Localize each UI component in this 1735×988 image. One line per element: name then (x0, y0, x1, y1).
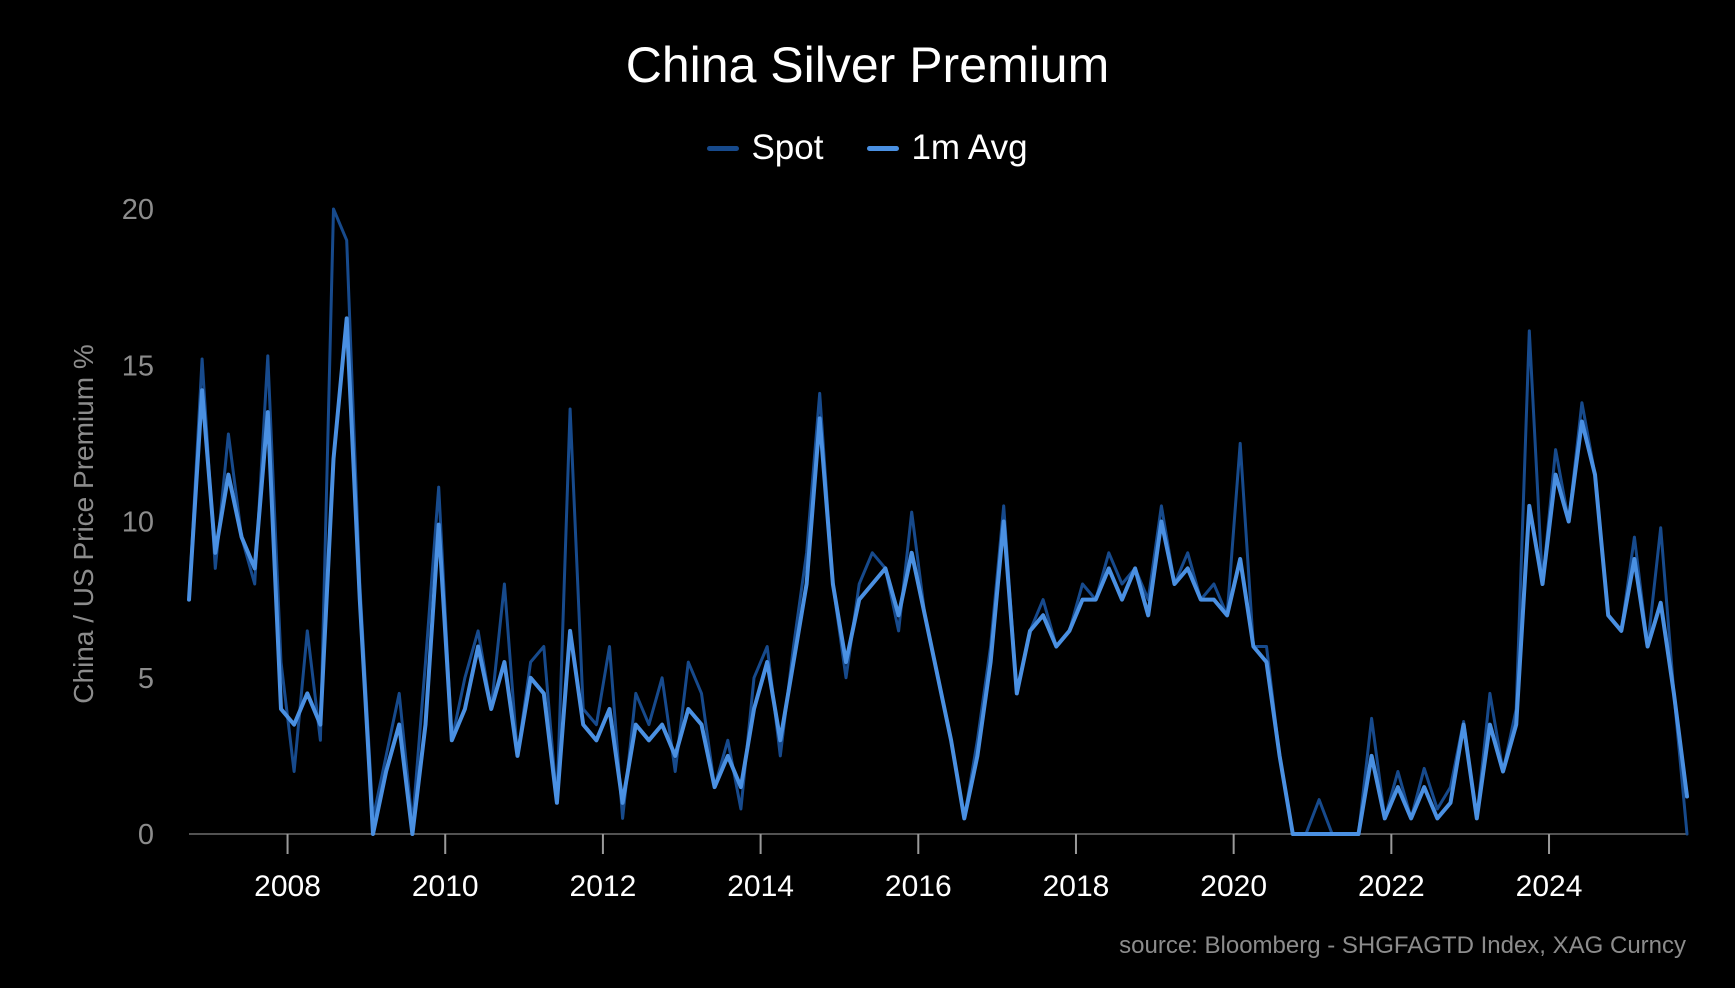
series-line-1m-avg (187, 316, 1689, 836)
legend-item-spot[interactable]: Spot (707, 128, 823, 168)
source-note: source: Bloomberg - SHGFAGTD Index, XAG … (1119, 932, 1686, 959)
legend-swatch-spot (707, 145, 740, 151)
x-tick-label: 2012 (570, 870, 637, 903)
chart-title: China Silver Premium (625, 37, 1110, 93)
x-tick-label: 2022 (1358, 870, 1425, 903)
y-tick-label: 0 (138, 819, 154, 851)
y-tick-label: 5 (138, 663, 154, 695)
y-tick-label: 20 (122, 194, 154, 226)
y-axis-label: China / US Price Premium % (68, 344, 99, 704)
x-tick-label: 2018 (1043, 870, 1110, 903)
legend-item-1m-avg[interactable]: 1m Avg (867, 128, 1028, 168)
x-tick-label: 2016 (885, 870, 952, 903)
legend: Spot 1m Avg (0, 128, 1735, 168)
x-tick-label: 2020 (1200, 870, 1267, 903)
legend-label-1m-avg: 1m Avg (911, 128, 1028, 167)
legend-swatch-1m-avg (867, 145, 900, 151)
x-tick-label: 2024 (1516, 870, 1583, 903)
x-tick-label: 2010 (412, 870, 479, 903)
x-tick-label: 2008 (254, 870, 321, 903)
y-tick-label: 15 (122, 350, 154, 382)
legend-label-spot: Spot (751, 128, 824, 167)
x-tick-label: 2014 (727, 870, 794, 903)
y-tick-label: 10 (122, 507, 154, 539)
